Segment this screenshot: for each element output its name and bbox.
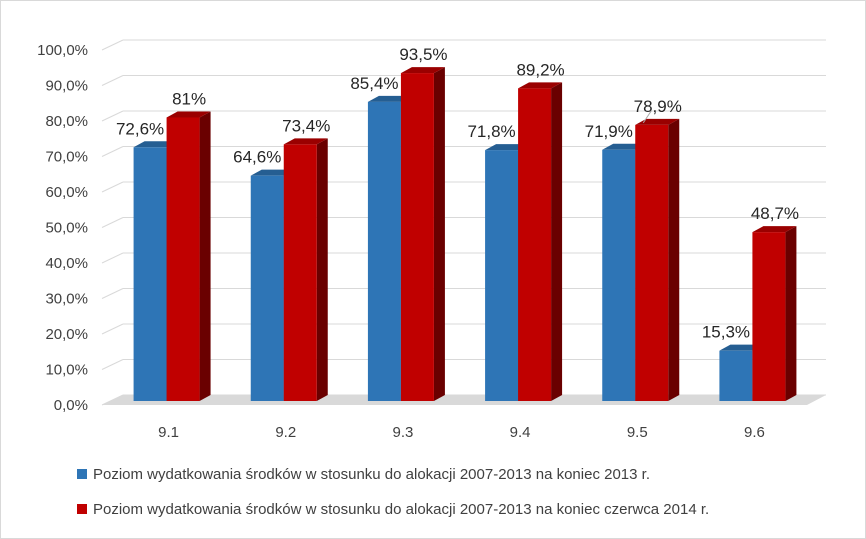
chart-floor <box>102 395 826 405</box>
bar-top <box>518 82 563 89</box>
bar-top <box>752 226 797 233</box>
x-tick-label: 9.5 <box>627 424 648 441</box>
bar-9.1-series-1 <box>133 147 167 401</box>
data-label: 48,7% <box>751 204 799 223</box>
x-tick-label: 9.6 <box>744 424 765 441</box>
y-tick-label: 60,0% <box>45 184 88 201</box>
bar-9.4-series-1 <box>485 150 519 401</box>
bar-top <box>400 67 445 74</box>
gridline-side <box>101 75 124 86</box>
bar-9.2-series-1 <box>250 175 284 401</box>
y-tick-label: 80,0% <box>45 113 88 130</box>
x-tick-label: 9.2 <box>275 424 296 441</box>
y-tick-label: 20,0% <box>45 326 88 343</box>
bar-side <box>316 138 328 401</box>
bar-9.3-series-1 <box>367 101 401 401</box>
data-label: 85,4% <box>350 74 398 93</box>
y-tick-label: 70,0% <box>45 149 88 166</box>
x-tick-label: 9.1 <box>158 424 179 441</box>
y-tick-label: 0,0% <box>54 397 88 414</box>
gridline-side <box>101 288 124 299</box>
y-tick-label: 50,0% <box>45 220 88 237</box>
data-label: 64,6% <box>233 148 281 167</box>
legend-item-series-2: Poziom wydatkowania środków w stosunku d… <box>77 499 709 519</box>
data-label: 89,2% <box>516 60 564 79</box>
bar-top <box>283 138 328 145</box>
y-tick-label: 30,0% <box>45 291 88 308</box>
data-label: 71,9% <box>585 122 633 141</box>
gridline-side <box>101 252 124 264</box>
bar-top <box>635 118 680 125</box>
bar-9.3-series-2 <box>400 73 434 401</box>
y-tick-label: 100,0% <box>37 42 88 59</box>
data-label: 72,6% <box>116 119 164 138</box>
data-label: 71,8% <box>467 122 515 141</box>
data-label: 81% <box>172 89 206 108</box>
gridline-side <box>101 110 124 122</box>
bar-9.5-series-1 <box>602 149 636 401</box>
bar-side <box>551 82 563 401</box>
x-tick-label: 9.3 <box>392 424 413 441</box>
gridline-side <box>101 217 124 228</box>
bar-9.1-series-2 <box>166 117 200 401</box>
bar-9.2-series-2 <box>283 144 317 401</box>
bar-9.6-series-2 <box>752 232 786 401</box>
y-tick-label: 10,0% <box>45 362 88 379</box>
gridline-side <box>101 359 124 370</box>
legend-item-series-1: Poziom wydatkowania środków w stosunku d… <box>77 464 650 484</box>
legend-label-series-1: Poziom wydatkowania środków w stosunku d… <box>93 465 650 483</box>
gridline-side <box>101 181 124 193</box>
bar-9.5-series-2 <box>635 124 669 401</box>
leader-line <box>642 110 652 124</box>
bar-side <box>668 118 680 401</box>
bar-side <box>785 226 797 401</box>
y-tick-label: 90,0% <box>45 78 88 95</box>
bar-side <box>199 111 211 401</box>
y-tick-label: 40,0% <box>45 255 88 272</box>
x-tick-label: 9.4 <box>510 424 531 441</box>
bar-9.4-series-2 <box>518 88 552 401</box>
data-label: 78,9% <box>634 97 682 116</box>
legend-swatch-series-1 <box>77 469 87 479</box>
bar-top <box>166 111 211 118</box>
legend-label-series-2: Poziom wydatkowania środków w stosunku d… <box>93 500 710 518</box>
data-label: 93,5% <box>399 45 447 64</box>
data-label: 15,3% <box>702 323 750 342</box>
legend-swatch-series-2 <box>77 504 87 514</box>
gridline-side <box>101 39 124 51</box>
bar-9.6-series-1 <box>719 350 753 401</box>
gridline-side <box>101 323 124 335</box>
gridline-side <box>101 146 124 157</box>
data-label: 73,4% <box>282 116 330 135</box>
bar-side <box>433 67 445 401</box>
